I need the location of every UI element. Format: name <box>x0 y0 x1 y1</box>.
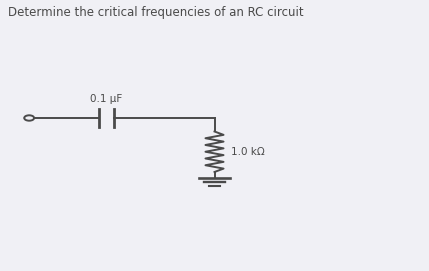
Text: Determine the critical frequencies of an RC circuit: Determine the critical frequencies of an… <box>8 6 303 19</box>
Text: 1.0 kΩ: 1.0 kΩ <box>231 147 265 157</box>
Text: 0.1 μF: 0.1 μF <box>90 94 123 104</box>
